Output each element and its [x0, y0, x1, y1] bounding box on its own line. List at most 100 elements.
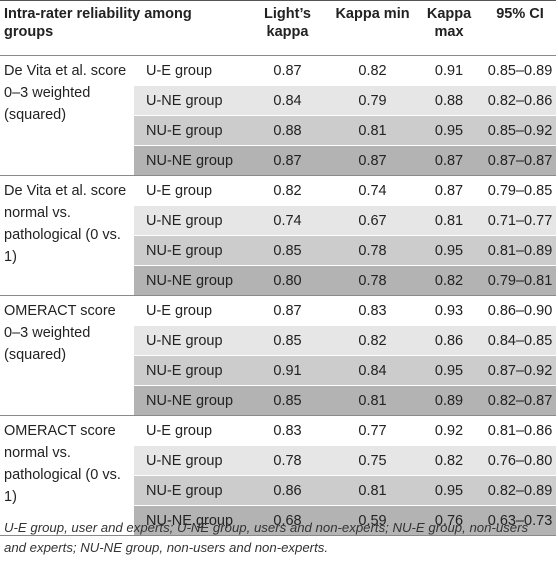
- table-row: De Vita et al. score 0–3 weighted (squar…: [0, 55, 557, 176]
- kappa-min-cell: 0.81: [331, 385, 415, 416]
- kappa-max-cell: 0.87: [414, 175, 485, 206]
- lights-kappa-cell: 0.80: [244, 265, 332, 296]
- lights-kappa-cell: 0.82: [244, 175, 332, 206]
- ci-cell: 0.79–0.81: [484, 265, 557, 296]
- lights-kappa-cell: 0.83: [244, 415, 332, 446]
- kappa-min-cell: 0.79: [331, 85, 415, 116]
- table-row: NU-NE group 0.80 0.78 0.82 0.79–0.81: [0, 265, 557, 296]
- kappa-min-cell: 0.87: [331, 145, 415, 176]
- group-cell: NU-E group: [134, 235, 245, 266]
- kappa-max-cell: 0.82: [414, 265, 485, 296]
- lights-kappa-cell: 0.74: [244, 205, 332, 236]
- lights-kappa-cell: 0.91: [244, 355, 332, 386]
- lights-kappa-cell: 0.84: [244, 85, 332, 116]
- header-lights-kappa: Light’s kappa: [244, 0, 332, 56]
- table-header: Intra-rater reliability among groups Lig…: [0, 0, 557, 56]
- table-row: NU-E group 0.85 0.78 0.95 0.81–0.89: [0, 235, 557, 266]
- lights-kappa-cell: 0.85: [244, 385, 332, 416]
- lights-kappa-cell: 0.88: [244, 115, 332, 146]
- kappa-max-cell: 0.95: [414, 235, 485, 266]
- ci-cell: 0.71–0.77: [484, 205, 557, 236]
- table-row: OMERACT score 0–3 weighted (squared) U-E …: [0, 295, 557, 416]
- ci-cell: 0.76–0.80: [484, 445, 557, 476]
- kappa-max-cell: 0.89: [414, 385, 485, 416]
- ci-cell: 0.81–0.89: [484, 235, 557, 266]
- table-row: NU-E group 0.86 0.81 0.95 0.82–0.89: [0, 475, 557, 506]
- kappa-min-cell: 0.78: [331, 265, 415, 296]
- group-cell: NU-E group: [134, 115, 245, 146]
- lights-kappa-cell: 0.68: [244, 505, 332, 536]
- ci-cell: 0.63–0.73: [484, 505, 557, 536]
- kappa-max-cell: 0.93: [414, 295, 485, 326]
- kappa-min-cell: 0.82: [331, 325, 415, 356]
- kappa-min-cell: 0.81: [331, 475, 415, 506]
- table-row: NU-E group 0.88 0.81 0.95 0.85–0.92: [0, 115, 557, 146]
- group-cell: U-E group: [134, 175, 245, 206]
- kappa-min-cell: 0.59: [331, 505, 415, 536]
- lights-kappa-cell: 0.85: [244, 235, 332, 266]
- lights-kappa-cell: 0.87: [244, 145, 332, 176]
- section-label: De Vita et al. score 0–3 weighted (squar…: [0, 55, 134, 176]
- table-row: U-NE group 0.85 0.82 0.86 0.84–0.85: [0, 325, 557, 356]
- table-row: U-NE group 0.78 0.75 0.82 0.76–0.80: [0, 445, 557, 476]
- section-label: OMERACT score 0–3 weighted (squared): [0, 295, 134, 416]
- group-cell: NU-NE group: [134, 265, 245, 296]
- kappa-min-cell: 0.67: [331, 205, 415, 236]
- lights-kappa-cell: 0.85: [244, 325, 332, 356]
- group-cell: NU-E group: [134, 355, 245, 386]
- table-row: NU-E group 0.91 0.84 0.95 0.87–0.92: [0, 355, 557, 386]
- group-cell: NU-NE group: [134, 145, 245, 176]
- kappa-min-cell: 0.81: [331, 115, 415, 146]
- ci-cell: 0.84–0.85: [484, 325, 557, 356]
- ci-cell: 0.82–0.87: [484, 385, 557, 416]
- kappa-max-cell: 0.91: [414, 55, 485, 86]
- group-cell: U-NE group: [134, 325, 245, 356]
- ci-cell: 0.82–0.89: [484, 475, 557, 506]
- table-row: De Vita et al. score normal vs. patholog…: [0, 175, 557, 296]
- ci-cell: 0.87–0.87: [484, 145, 557, 176]
- ci-cell: 0.86–0.90: [484, 295, 557, 326]
- table-footnote: U-E group, user and experts; U-NE group,…: [4, 520, 529, 555]
- kappa-max-cell: 0.88: [414, 85, 485, 116]
- ci-cell: 0.82–0.86: [484, 85, 557, 116]
- kappa-max-cell: 0.76: [414, 505, 485, 536]
- kappa-min-cell: 0.82: [331, 55, 415, 86]
- group-cell: U-E group: [134, 295, 245, 326]
- group-cell: NU-E group: [134, 475, 245, 506]
- table-body: De Vita et al. score 0–3 weighted (squar…: [0, 55, 557, 536]
- ci-cell: 0.87–0.92: [484, 355, 557, 386]
- kappa-min-cell: 0.84: [331, 355, 415, 386]
- header-measure: Intra-rater reliability among groups: [0, 0, 245, 56]
- kappa-max-cell: 0.82: [414, 445, 485, 476]
- ci-cell: 0.81–0.86: [484, 415, 557, 446]
- header-ci: 95% CI: [484, 0, 557, 56]
- header-kappa-max: Kappa max: [414, 0, 485, 56]
- kappa-min-cell: 0.77: [331, 415, 415, 446]
- table-row: NU-NE group 0.68 0.59 0.76 0.63–0.73: [0, 505, 557, 536]
- kappa-max-cell: 0.87: [414, 145, 485, 176]
- group-cell: U-E group: [134, 55, 245, 86]
- section-label: OMERACT score normal vs. pathological (0…: [0, 415, 134, 536]
- group-cell: U-E group: [134, 415, 245, 446]
- lights-kappa-cell: 0.78: [244, 445, 332, 476]
- kappa-min-cell: 0.74: [331, 175, 415, 206]
- reliability-table: Intra-rater reliability among groups Lig…: [0, 0, 557, 536]
- kappa-max-cell: 0.95: [414, 475, 485, 506]
- table-row: U-NE group 0.74 0.67 0.81 0.71–0.77: [0, 205, 557, 236]
- table-row: NU-NE group 0.85 0.81 0.89 0.82–0.87: [0, 385, 557, 416]
- kappa-max-cell: 0.95: [414, 355, 485, 386]
- table-row: NU-NE group 0.87 0.87 0.87 0.87–0.87: [0, 145, 557, 176]
- kappa-min-cell: 0.75: [331, 445, 415, 476]
- lights-kappa-cell: 0.86: [244, 475, 332, 506]
- group-cell: U-NE group: [134, 445, 245, 476]
- section-label: De Vita et al. score normal vs. patholog…: [0, 175, 134, 296]
- lights-kappa-cell: 0.87: [244, 55, 332, 86]
- group-cell: NU-NE group: [134, 385, 245, 416]
- kappa-max-cell: 0.95: [414, 115, 485, 146]
- table-row: OMERACT score normal vs. pathological (0…: [0, 415, 557, 536]
- group-cell: NU-NE group: [134, 505, 245, 536]
- kappa-max-cell: 0.81: [414, 205, 485, 236]
- ci-cell: 0.85–0.92: [484, 115, 557, 146]
- kappa-max-cell: 0.86: [414, 325, 485, 356]
